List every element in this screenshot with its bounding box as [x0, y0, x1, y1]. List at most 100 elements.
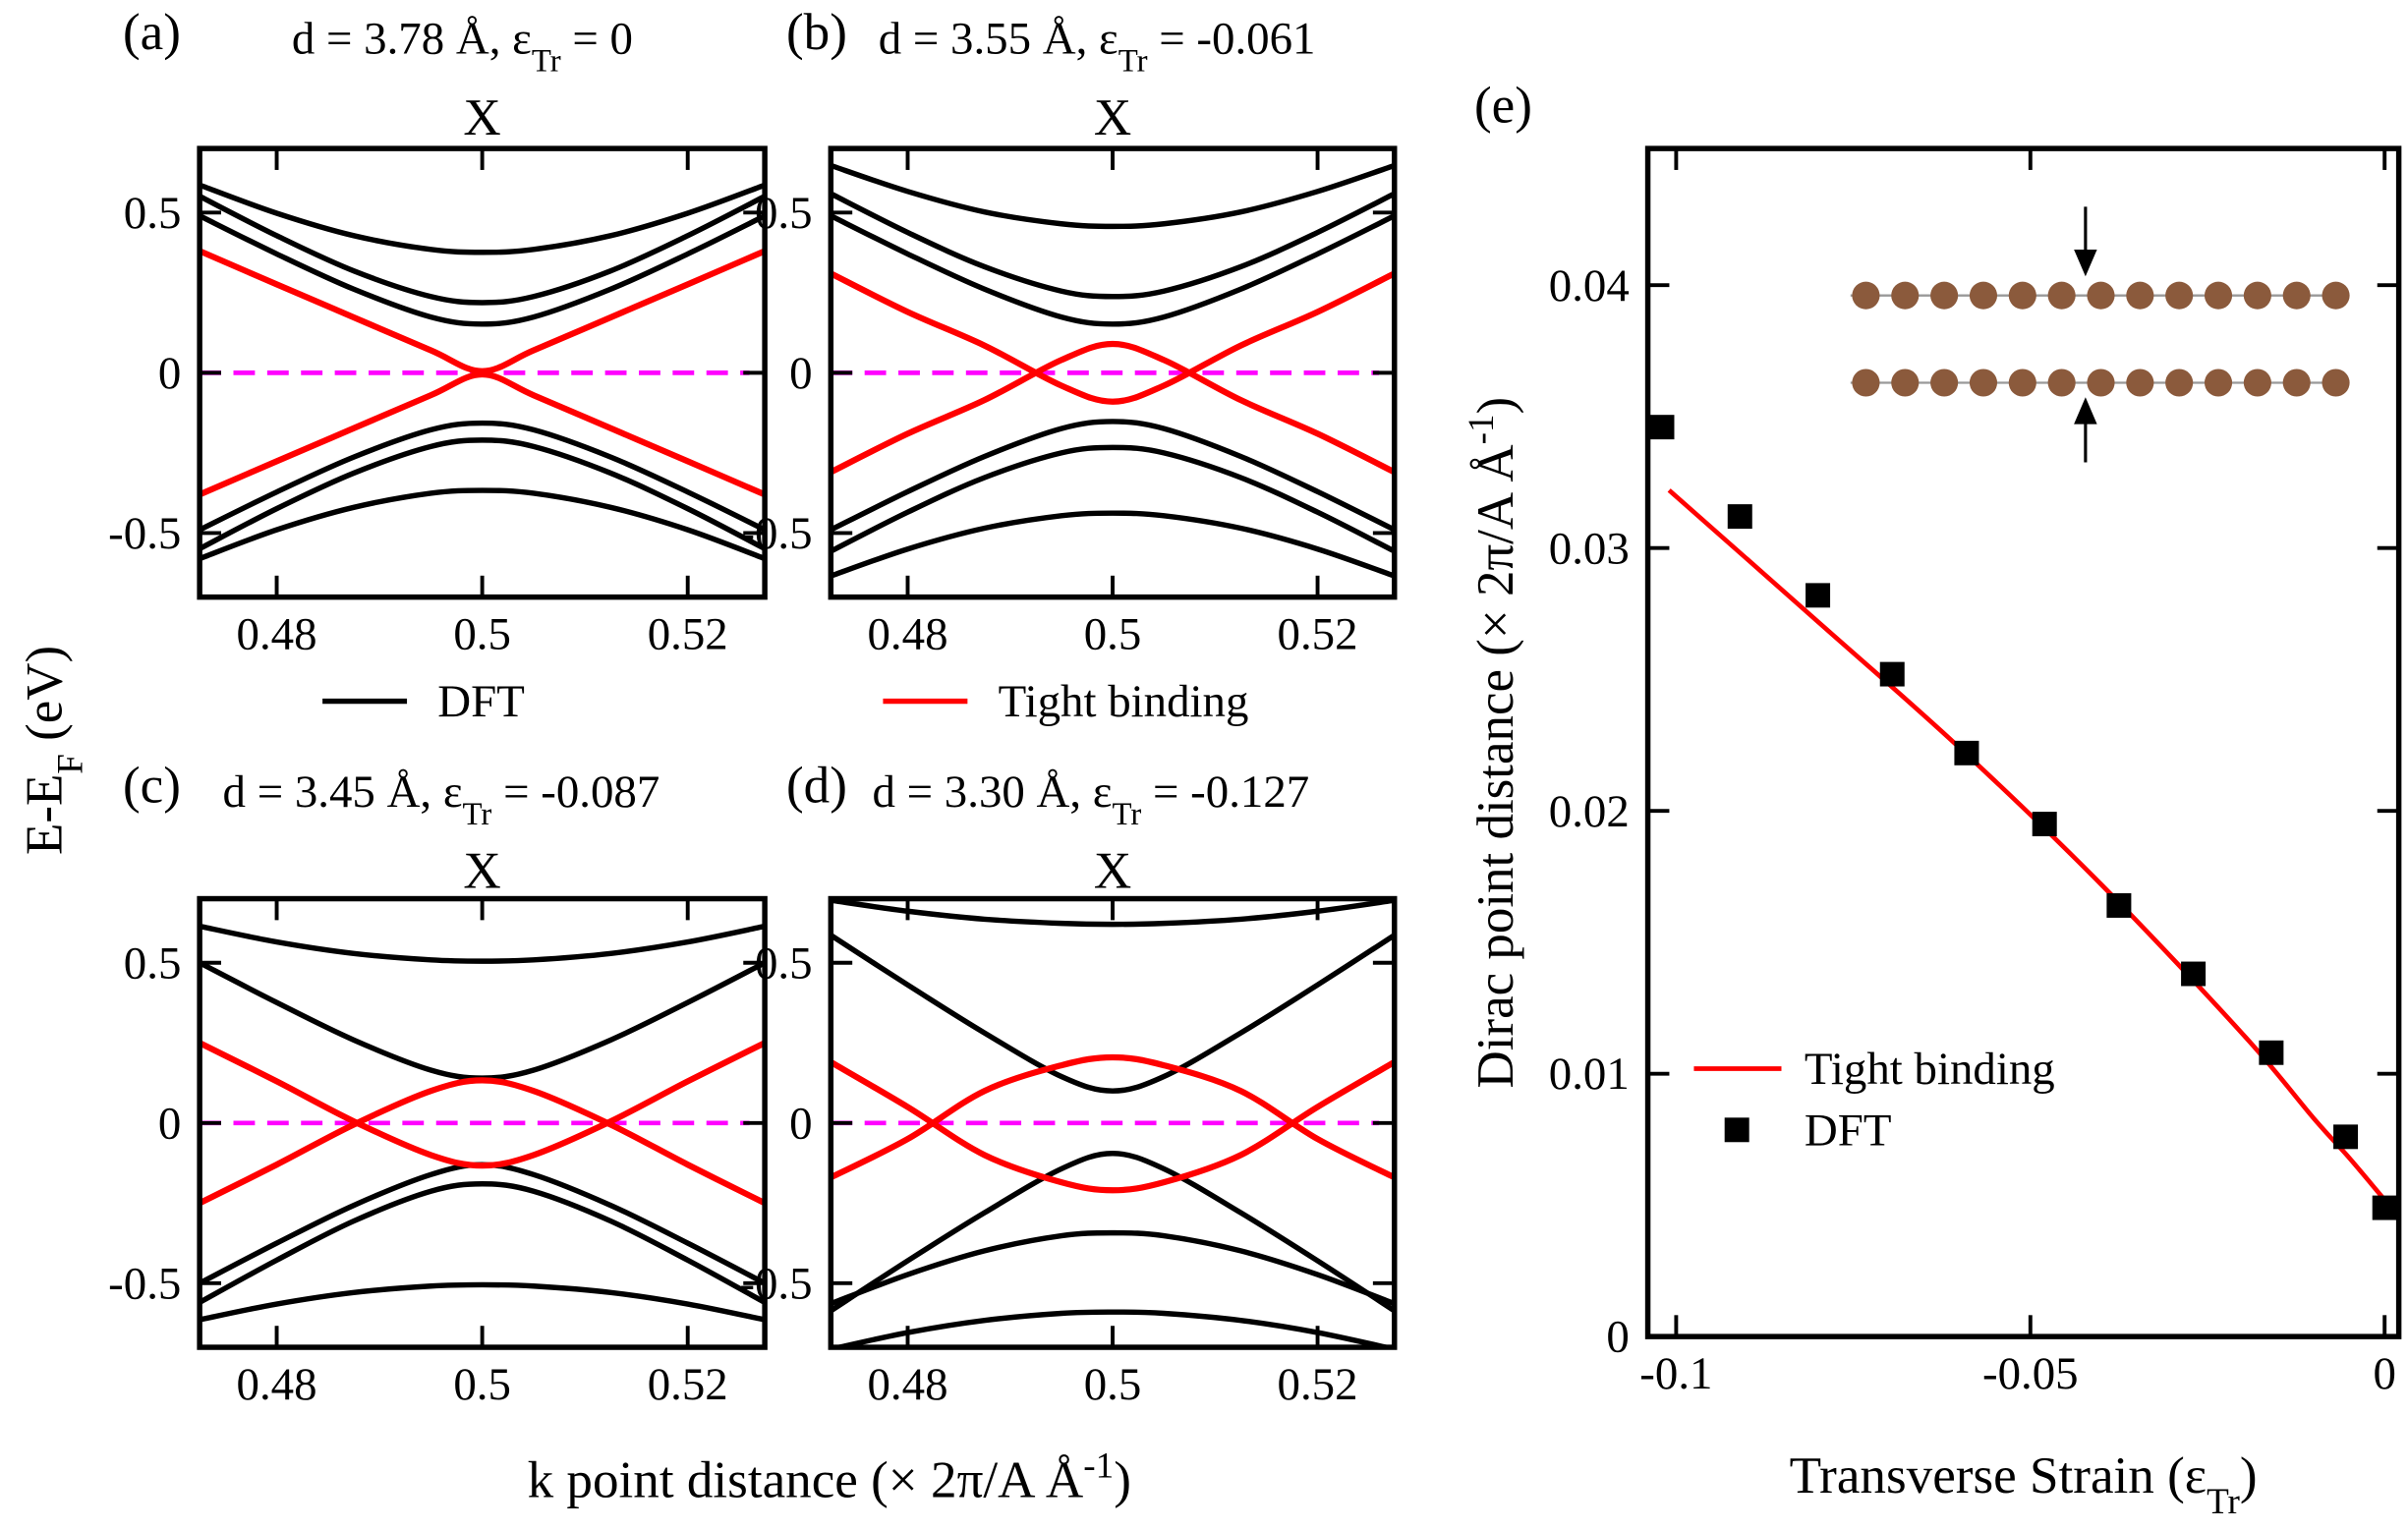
y-tick-label: 0.5 [755, 188, 813, 239]
band-line [831, 270, 1395, 405]
x-axis-label-part: Transverse Strain (ε [1790, 1447, 2207, 1504]
y-tick-label: -0.5 [739, 1258, 812, 1309]
y-tick-label: 0.03 [1549, 523, 1630, 574]
panel-label: (c) [123, 757, 181, 814]
panel-label: (a) [123, 4, 181, 61]
plot-frame [197, 895, 768, 1350]
x-axis-label-part: ) [1114, 1452, 1131, 1509]
high-symmetry-label: X [463, 843, 500, 900]
band-line [200, 960, 766, 1081]
panel-label: (d) [786, 757, 847, 814]
band-line [200, 1181, 766, 1305]
band-line [200, 1077, 766, 1207]
high-symmetry-label: X [1094, 843, 1131, 900]
x-tick-label: -0.05 [1982, 1348, 2079, 1399]
data-point [2259, 1040, 2284, 1065]
x-tick-label: 0 [2373, 1348, 2395, 1399]
panel-title-part: = -0.127 [1141, 766, 1309, 818]
y-tick-label: -0.5 [108, 508, 181, 559]
x-tick-label: 0.5 [453, 1359, 511, 1410]
inset-atom [1969, 369, 1998, 397]
y-axis-label-part: ) [1467, 397, 1524, 415]
band-line [831, 1309, 1395, 1348]
legend-label: DFT [1805, 1105, 1892, 1156]
bands [200, 923, 766, 1323]
panel-title: d = 3.30 Å, εTr = -0.127 [873, 766, 1310, 832]
band-line [200, 437, 766, 551]
y-tick-label: 0.5 [755, 937, 813, 989]
y-tick-label: 0 [158, 348, 181, 399]
band-line [200, 487, 766, 562]
panel-title-sub: Tr [532, 44, 561, 80]
inset-atom [2008, 281, 2036, 310]
inset-atom [2204, 281, 2233, 310]
band-line [831, 898, 1395, 928]
inset-atom [2282, 369, 2311, 397]
plot-frame [197, 145, 768, 600]
band-line [831, 444, 1395, 554]
inset-atom [2243, 281, 2271, 310]
inset-atom [1930, 281, 1959, 310]
data-point [2032, 812, 2057, 837]
band-line [200, 923, 766, 964]
y-tick-label: 0 [1606, 1312, 1629, 1363]
inset-atom [2087, 281, 2115, 310]
data-point [1649, 415, 1675, 440]
x-axis-label: Transverse Strain (εTr) [1790, 1447, 2258, 1521]
inset-arrow [2074, 206, 2097, 277]
legend-label: DFT [437, 676, 525, 727]
panel-title-sub: Tr [1112, 797, 1141, 832]
band-line [200, 1281, 766, 1323]
inset-atom [2126, 369, 2154, 397]
data-point [1954, 740, 1979, 766]
data-point [2333, 1124, 2359, 1150]
y-axis-label-sup: -1 [1461, 414, 1501, 444]
high-symmetry-label: X [1094, 89, 1131, 146]
band-line [831, 1229, 1395, 1307]
inset-atom [1969, 281, 1998, 310]
x-tick-label: 0.48 [237, 1359, 317, 1410]
inset-atom [2047, 369, 2076, 397]
y-tick-label: 0.04 [1549, 260, 1630, 312]
x-axis-label-sub: Tr [2207, 1482, 2240, 1522]
bands [831, 162, 1395, 579]
x-tick-label: 0.48 [867, 1359, 947, 1410]
legend-swatch [1724, 1117, 1749, 1143]
data-point [1879, 661, 1905, 687]
y-tick-label: 0 [789, 348, 812, 399]
inset-atom [2165, 369, 2194, 397]
band-line [831, 162, 1395, 230]
y-tick-label: -0.5 [739, 508, 812, 559]
y-tick-label: 0.5 [124, 937, 182, 989]
data-point [2106, 893, 2132, 918]
inset-atom [2322, 369, 2350, 397]
inset-atom [2087, 369, 2115, 397]
inset-atom [2008, 369, 2036, 397]
panel-title-part: = -0.087 [491, 766, 659, 818]
y-tick-label: 0.01 [1549, 1049, 1630, 1100]
inset-atom [2322, 281, 2350, 310]
y-tick-label: 0 [158, 1098, 181, 1149]
data-point [2181, 961, 2207, 987]
high-symmetry-label: X [463, 89, 500, 146]
band-line [831, 213, 1395, 327]
y-axis-label-part: Dirac point distance (× 2π/A Å [1467, 444, 1524, 1088]
panel-title: d = 3.45 Å, εTr = -0.087 [223, 766, 660, 832]
data-point [2372, 1195, 2397, 1220]
band-line [831, 340, 1395, 476]
y-axis-label-part: (eV) [16, 646, 73, 754]
inset-atom [2047, 281, 2076, 310]
band-line [831, 1059, 1395, 1194]
x-axis-label: k point distance (× 2π/A Å-1) [528, 1446, 1131, 1508]
inset-atom [1852, 369, 1880, 397]
band-line [200, 420, 766, 533]
x-tick-label: 0.48 [867, 609, 947, 660]
inset-atom [1852, 281, 1880, 310]
x-tick-label: 0.52 [648, 1359, 728, 1410]
x-axis-label-sup: -1 [1083, 1446, 1114, 1486]
inset-atom [2282, 281, 2311, 310]
x-tick-label: 0.52 [1278, 1359, 1358, 1410]
y-tick-label: -0.5 [108, 1258, 181, 1309]
plot-frame [1644, 145, 2402, 1339]
panel-title-part: d = 3.45 Å, ε [223, 766, 463, 818]
